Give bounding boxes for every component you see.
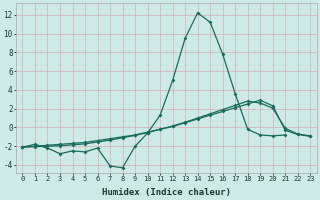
X-axis label: Humidex (Indice chaleur): Humidex (Indice chaleur)	[102, 188, 231, 197]
